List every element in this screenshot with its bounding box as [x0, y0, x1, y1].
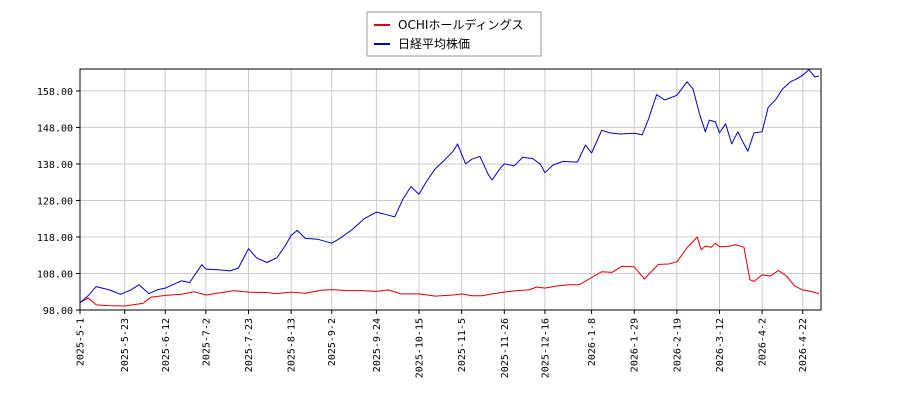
y-tick-label: 128.00 — [37, 196, 73, 207]
x-tick-label: 2025-7-23 — [244, 318, 255, 372]
x-tick-label: 2026-3-12 — [715, 318, 726, 372]
x-tick-label: 2025-6-12 — [161, 318, 172, 372]
x-tick-label: 2026-4-2 — [758, 318, 769, 366]
y-tick-label: 138.00 — [37, 160, 73, 171]
x-tick-label: 2025-11-5 — [457, 318, 468, 372]
y-tick-label: 118.00 — [37, 233, 73, 244]
x-tick-label: 2025-9-2 — [327, 318, 338, 366]
x-tick-label: 2025-5-1 — [76, 318, 87, 366]
x-tick-label: 2025-12-16 — [540, 318, 551, 378]
x-tick-label: 2026-1-29 — [630, 318, 641, 372]
y-tick-label: 108.00 — [37, 269, 73, 280]
plot-frame — [79, 68, 822, 311]
legend-label-2: 日経平均株価 — [398, 36, 470, 51]
x-tick-label: 2025-8-13 — [287, 318, 298, 372]
y-tick-label: 158.00 — [37, 87, 73, 98]
y-tick-label: 148.00 — [37, 123, 73, 134]
x-axis: 2025-5-1 2025-5-23 2025-6-12 2025-7-2 2025-7… — [76, 310, 809, 378]
legend-label-1: OCHIホールディングス — [398, 17, 524, 32]
x-tick-label: 2025-7-2 — [201, 318, 212, 366]
x-tick-label: 2026-2-19 — [672, 318, 683, 372]
x-tick-label: 2025-5-23 — [120, 318, 131, 372]
legend-box — [366, 11, 542, 57]
grid-lines — [79, 69, 821, 311]
series-line-1 — [79, 236, 820, 307]
x-tick-label: 2026-4-22 — [798, 318, 809, 372]
x-tick-label: 2025-9-24 — [372, 318, 383, 372]
y-axis: 98.00 108.00 118.00 128.00 138.00 148.00 158.0… — [37, 87, 80, 317]
series-lines — [79, 69, 820, 307]
y-tick-label: 98.00 — [43, 306, 73, 317]
x-tick-label: 2026-1-8 — [587, 318, 598, 366]
x-tick-label: 2025-11-26 — [500, 318, 511, 378]
x-tick-label: 2025-10-15 — [415, 318, 426, 378]
series-line-2 — [79, 69, 820, 304]
